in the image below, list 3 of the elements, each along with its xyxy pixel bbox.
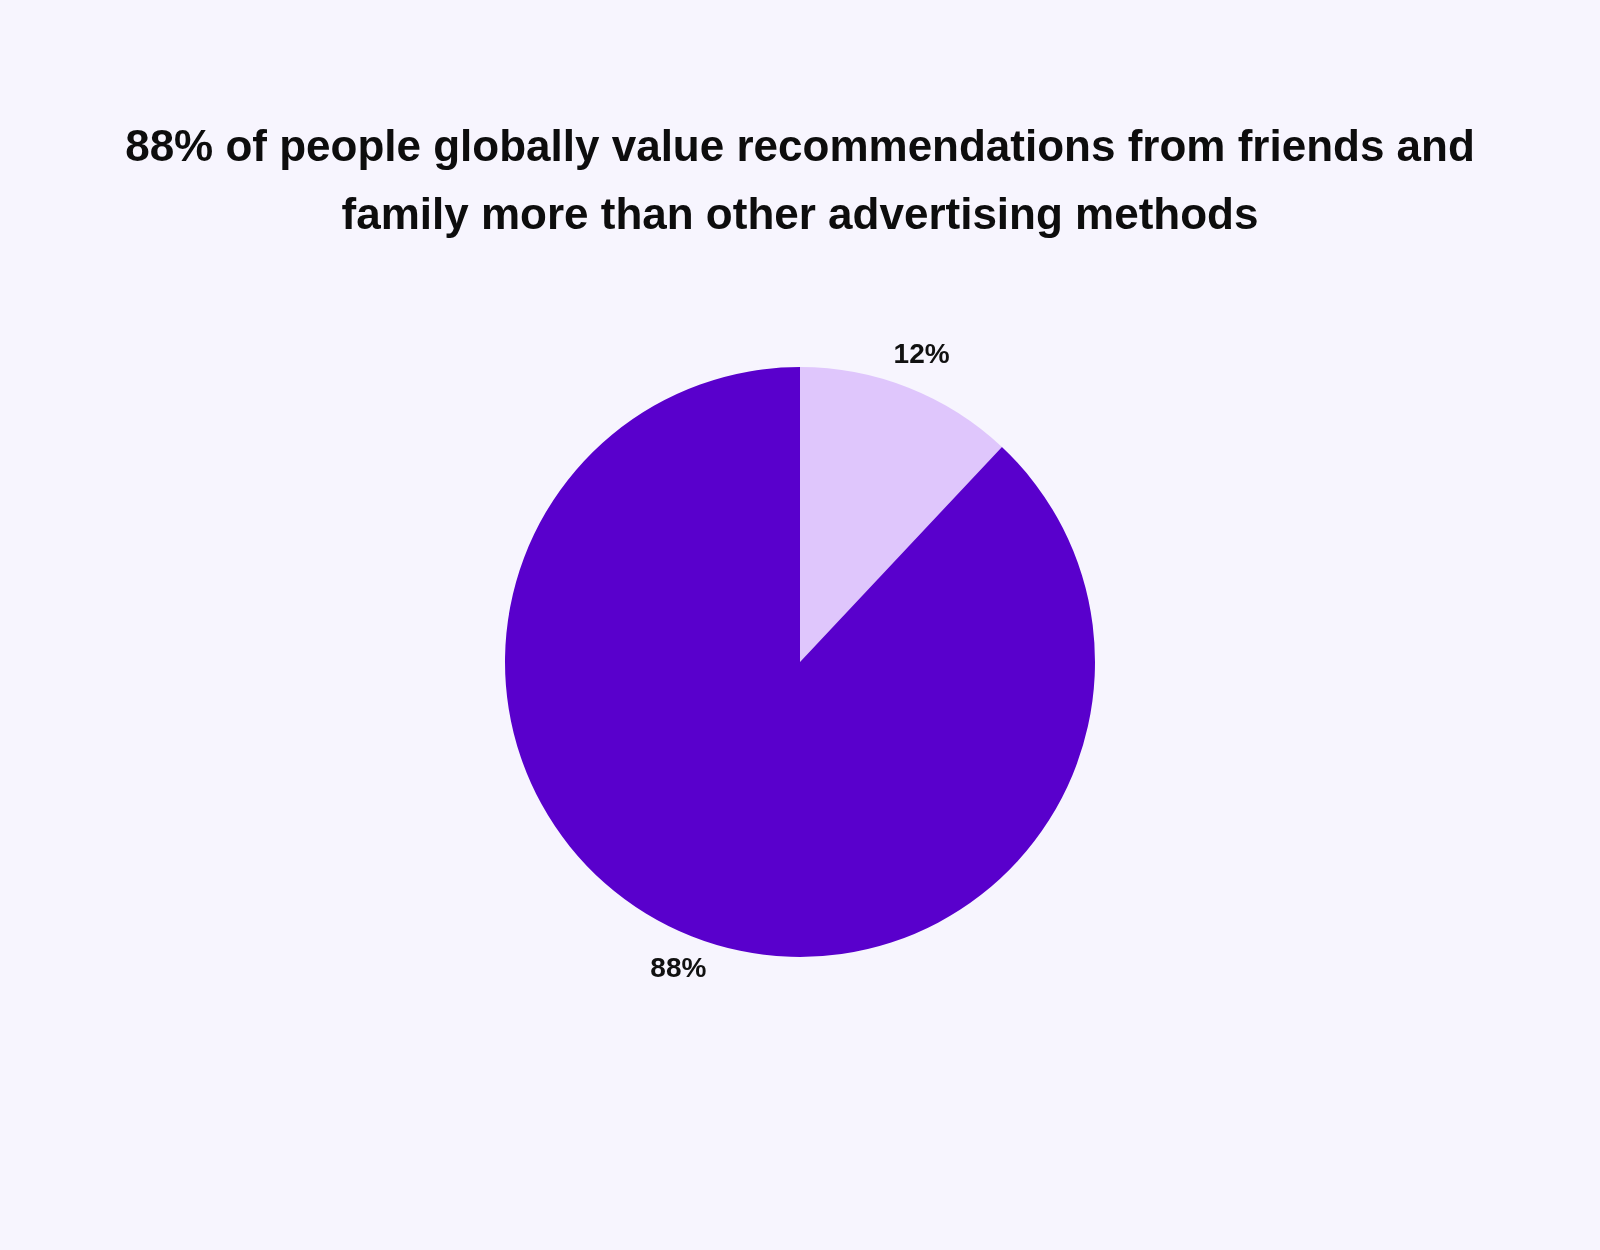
- data-label: 88%: [650, 951, 707, 983]
- chart-title: 88% of people globally value recommendations from friends and family more than other advertising methods: [124, 120, 1476, 240]
- data-label: 12%: [893, 337, 950, 369]
